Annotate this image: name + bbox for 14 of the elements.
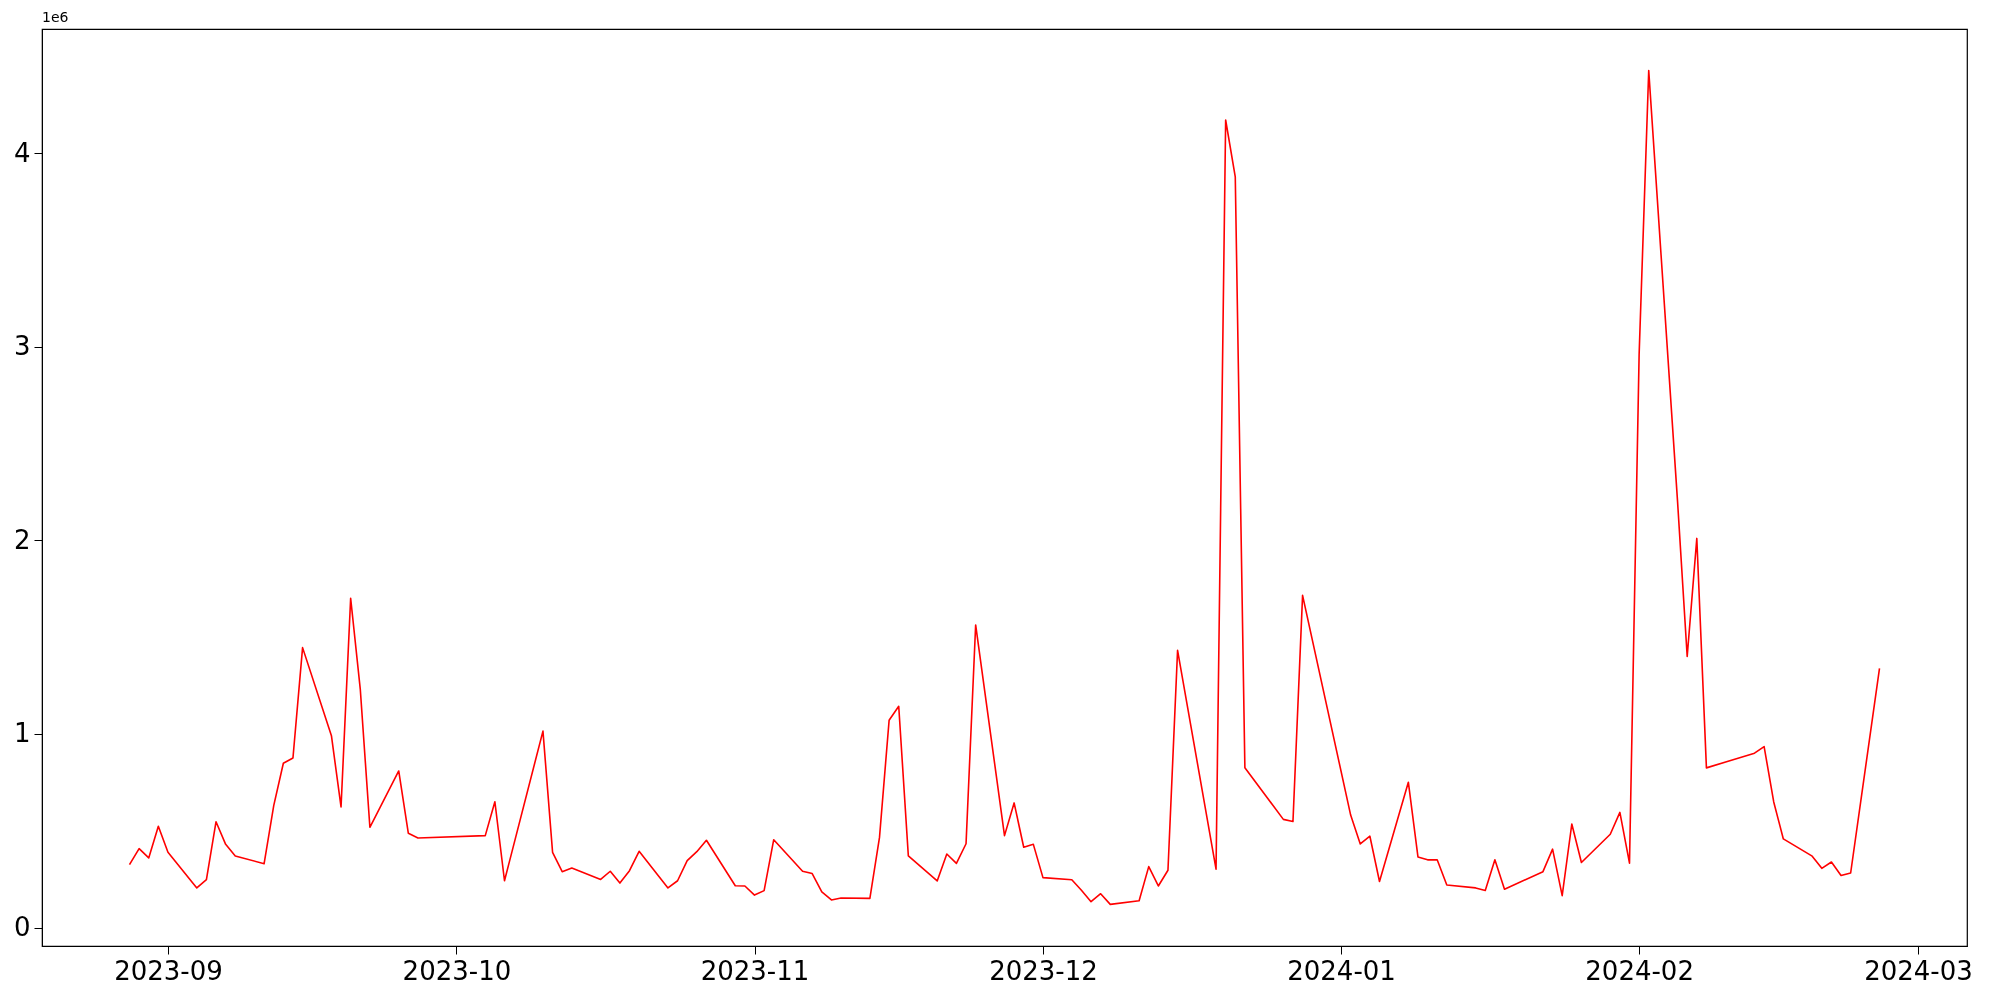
x-tick-label: 2024-01	[1287, 955, 1396, 986]
x-tick-label: 2023-11	[700, 955, 810, 986]
y-tick-label: 1	[13, 718, 31, 749]
text: 1e6	[42, 9, 69, 25]
x-tick-label: 2023-12	[989, 955, 1098, 986]
x-tick-label: 2023-10	[402, 955, 512, 986]
x-tick-label: 2024-03	[1864, 955, 1973, 986]
x-tick-label: 2023-09	[114, 955, 223, 986]
x-tick-label: 2024-02	[1585, 955, 1694, 986]
y-tick-label: 4	[13, 137, 31, 168]
y-tick-label: 0	[13, 912, 31, 943]
y-tick-label: 2	[13, 524, 31, 555]
y-tick-label: 3	[13, 331, 31, 362]
line-series	[128, 69, 1881, 906]
